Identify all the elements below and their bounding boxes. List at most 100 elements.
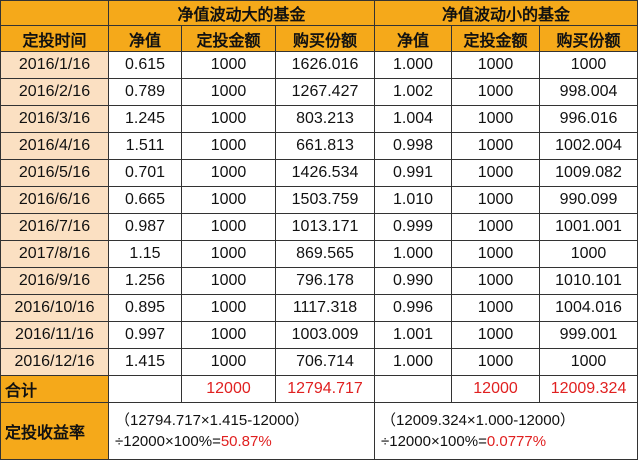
date-cell: 2016/11/16 [0,321,109,349]
shares-big-cell: 803.213 [274,105,376,133]
date-cell: 2016/3/16 [0,105,109,133]
amount-small-cell: 1000 [451,51,541,79]
table-row: 2016/2/16 0.789 1000 1267.427 1.002 1000… [0,78,639,106]
shares-big-cell: 1117.318 [274,294,376,322]
formula-big-prefix: ÷12000×100%= [115,433,221,450]
nav-big-cell: 1.256 [108,267,182,295]
shares-big-cell: 1003.009 [274,321,376,349]
total-amount-small: 12000 [451,375,541,403]
amount-big-cell: 1000 [181,159,276,187]
table-row: 2016/12/16 1.415 1000 706.714 1.000 1000… [0,348,639,376]
amount-big-cell: 1000 [181,348,276,376]
shares-small-cell: 996.016 [539,105,639,133]
nav-big-cell: 1.15 [108,240,182,268]
nav-big-cell: 0.665 [108,186,182,214]
amount-big-cell: 1000 [181,213,276,241]
date-cell: 2016/9/16 [0,267,109,295]
formula-big-line2: ÷12000×100%=50.87% [115,431,374,452]
amount-small-cell: 1000 [451,132,541,160]
shares-small-cell: 1010.101 [539,267,639,295]
shares-small-cell: 998.004 [539,78,639,106]
nav-small-cell: 0.990 [374,267,453,295]
amount-small-cell: 1000 [451,213,541,241]
formula-small-prefix: ÷12000×100%= [381,433,487,450]
table-row: 2016/11/16 0.997 1000 1003.009 1.001 100… [0,321,639,349]
return-rate-row: 定投收益率 （12794.717×1.415-12000） ÷12000×100… [0,402,639,460]
amount-big-cell: 1000 [181,267,276,295]
col-header-amount-small: 定投金额 [451,25,541,52]
table-row: 2016/10/16 0.895 1000 1117.318 0.996 100… [0,294,639,322]
shares-small-cell: 1002.004 [539,132,639,160]
date-cell: 2016/7/16 [0,213,109,241]
table-row: 2016/3/16 1.245 1000 803.213 1.004 1000 … [0,105,639,133]
group-header-row: 净值波动大的基金 净值波动小的基金 [0,0,639,26]
date-cell: 2016/1/16 [0,51,109,79]
date-cell: 2017/8/16 [0,240,109,268]
header-blank-cell [0,0,109,26]
shares-big-cell: 706.714 [274,348,376,376]
nav-small-cell: 0.998 [374,132,453,160]
nav-small-cell: 1.000 [374,348,453,376]
col-header-date: 定投时间 [0,25,109,52]
total-shares-small: 12009.324 [539,375,639,403]
nav-small-cell: 1.000 [374,51,453,79]
total-row: 合计 12000 12794.717 12000 12009.324 [0,375,639,403]
shares-big-cell: 869.565 [274,240,376,268]
amount-big-cell: 1000 [181,321,276,349]
amount-small-cell: 1000 [451,294,541,322]
return-formula-big: （12794.717×1.415-12000） ÷12000×100%=50.8… [107,402,376,460]
date-cell: 2016/6/16 [0,186,109,214]
col-header-shares-small: 购买份额 [539,25,639,52]
nav-small-cell: 0.996 [374,294,453,322]
table-row: 2016/6/16 0.665 1000 1503.759 1.010 1000… [0,186,639,214]
nav-small-cell: 1.000 [374,240,453,268]
amount-big-cell: 1000 [181,240,276,268]
amount-big-cell: 1000 [181,105,276,133]
total-amount-big: 12000 [181,375,276,403]
total-nav-small-empty [374,375,453,403]
formula-big-line1: （12794.717×1.415-12000） [115,412,309,429]
nav-big-cell: 0.987 [108,213,182,241]
nav-big-cell: 1.415 [108,348,182,376]
amount-small-cell: 1000 [451,321,541,349]
nav-big-cell: 1.245 [108,105,182,133]
return-rate-label: 定投收益率 [0,402,109,460]
amount-small-cell: 1000 [451,348,541,376]
table-row: 2016/9/16 1.256 1000 796.178 0.990 1000 … [0,267,639,295]
date-cell: 2016/10/16 [0,294,109,322]
nav-small-cell: 1.001 [374,321,453,349]
formula-big-result: 50.87% [220,433,272,450]
amount-big-cell: 1000 [181,78,276,106]
shares-big-cell: 1013.171 [274,213,376,241]
amount-small-cell: 1000 [451,267,541,295]
amount-big-cell: 1000 [181,186,276,214]
col-header-amount-big: 定投金额 [181,25,276,52]
amount-big-cell: 1000 [181,294,276,322]
table-row: 2016/1/16 0.615 1000 1626.016 1.000 1000… [0,51,639,79]
amount-small-cell: 1000 [451,159,541,187]
nav-small-cell: 0.991 [374,159,453,187]
shares-big-cell: 1503.759 [274,186,376,214]
shares-small-cell: 1000 [539,240,639,268]
col-header-nav-big: 净值 [108,25,182,52]
col-header-shares-big: 购买份额 [274,25,376,52]
total-nav-big-empty [108,375,182,403]
amount-small-cell: 1000 [451,78,541,106]
total-shares-big: 12794.717 [274,375,376,403]
shares-big-cell: 1267.427 [274,78,376,106]
col-header-nav-small: 净值 [374,25,453,52]
nav-big-cell: 1.511 [108,132,182,160]
nav-small-cell: 1.002 [374,78,453,106]
nav-big-cell: 0.701 [108,159,182,187]
shares-small-cell: 1001.001 [539,213,639,241]
shares-small-cell: 990.099 [539,186,639,214]
return-formula-small: （12009.324×1.000-12000） ÷12000×100%=0.07… [374,402,639,460]
shares-big-cell: 796.178 [274,267,376,295]
group-header-big: 净值波动大的基金 [107,0,376,26]
nav-big-cell: 0.615 [108,51,182,79]
shares-big-cell: 1626.016 [274,51,376,79]
shares-big-cell: 1426.534 [274,159,376,187]
amount-small-cell: 1000 [451,105,541,133]
amount-big-cell: 1000 [181,51,276,79]
